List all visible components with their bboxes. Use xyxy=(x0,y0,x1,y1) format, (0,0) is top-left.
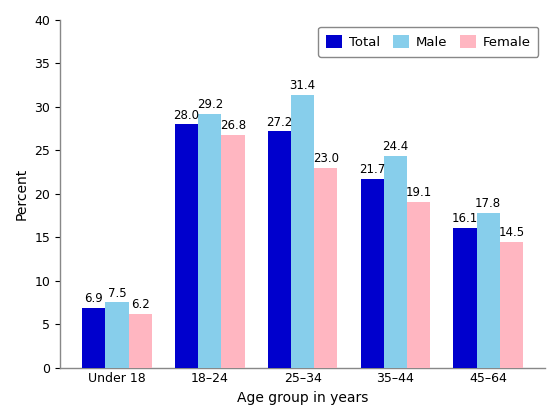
Text: 17.8: 17.8 xyxy=(475,197,501,210)
Y-axis label: Percent: Percent xyxy=(15,168,29,220)
Text: 14.5: 14.5 xyxy=(498,226,524,239)
Bar xyxy=(198,114,221,368)
Text: 19.1: 19.1 xyxy=(405,186,432,199)
Bar xyxy=(291,95,314,368)
Bar xyxy=(454,228,477,368)
Bar xyxy=(477,213,500,368)
Bar xyxy=(500,241,523,368)
Bar xyxy=(129,314,152,368)
X-axis label: Age group in years: Age group in years xyxy=(237,391,368,405)
Text: 27.2: 27.2 xyxy=(266,116,292,129)
Bar xyxy=(82,307,105,368)
Bar xyxy=(407,202,430,368)
Bar xyxy=(221,135,245,368)
Bar xyxy=(268,131,291,368)
Text: 29.2: 29.2 xyxy=(197,98,223,111)
Legend: Total, Male, Female: Total, Male, Female xyxy=(318,26,538,57)
Text: 21.7: 21.7 xyxy=(359,163,385,176)
Text: 23.0: 23.0 xyxy=(313,152,339,165)
Text: 28.0: 28.0 xyxy=(174,109,199,122)
Text: 16.1: 16.1 xyxy=(452,212,478,225)
Bar xyxy=(384,155,407,368)
Bar xyxy=(314,168,337,368)
Text: 6.2: 6.2 xyxy=(131,298,150,311)
Text: 7.5: 7.5 xyxy=(108,287,127,300)
Text: 6.9: 6.9 xyxy=(85,292,103,305)
Text: 26.8: 26.8 xyxy=(220,119,246,132)
Text: 31.4: 31.4 xyxy=(290,79,316,92)
Bar xyxy=(361,179,384,368)
Text: 24.4: 24.4 xyxy=(382,140,408,153)
Bar xyxy=(105,302,129,368)
Bar xyxy=(175,124,198,368)
